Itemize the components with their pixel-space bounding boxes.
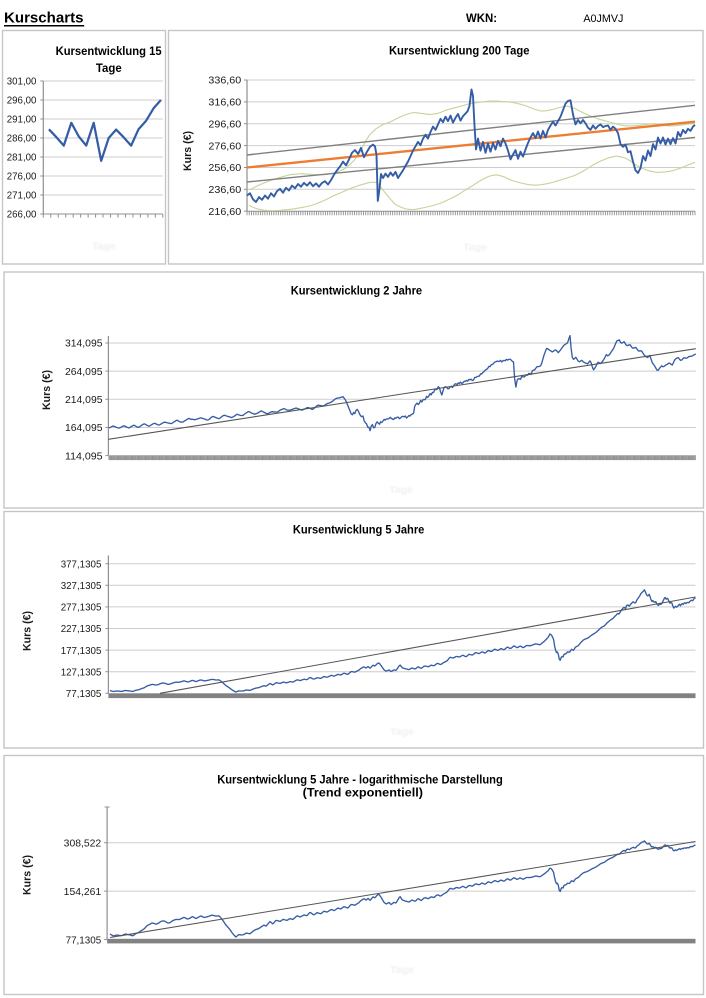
svg-text:271,00: 271,00 xyxy=(7,191,37,202)
svg-text:Tage: Tage xyxy=(390,964,414,976)
svg-text:Kurs (€): Kurs (€) xyxy=(22,855,34,895)
svg-text:Kurs (€): Kurs (€) xyxy=(41,370,53,410)
svg-text:316,60: 316,60 xyxy=(208,98,241,109)
svg-text:227,1305: 227,1305 xyxy=(61,624,102,635)
svg-text:A0JMVJ: A0JMVJ xyxy=(583,13,623,25)
svg-text:377,1305: 377,1305 xyxy=(61,559,102,570)
svg-text:77,1305: 77,1305 xyxy=(66,935,102,946)
svg-text:276,00: 276,00 xyxy=(7,172,37,183)
svg-text:256,60: 256,60 xyxy=(208,163,241,174)
svg-text:Kurs (€): Kurs (€) xyxy=(182,131,194,171)
svg-text:Tage: Tage xyxy=(92,240,116,252)
svg-text:WKN:: WKN: xyxy=(466,12,497,25)
svg-text:291,00: 291,00 xyxy=(7,115,37,126)
svg-text:Kursentwicklung 15: Kursentwicklung 15 xyxy=(56,44,162,58)
svg-text:276,60: 276,60 xyxy=(208,141,241,152)
svg-text:281,00: 281,00 xyxy=(7,153,37,164)
svg-text:277,1305: 277,1305 xyxy=(61,603,102,614)
svg-text:296,60: 296,60 xyxy=(208,119,241,130)
svg-text:154,261: 154,261 xyxy=(64,887,102,898)
svg-text:Tage: Tage xyxy=(389,484,413,496)
svg-text:296,00: 296,00 xyxy=(7,96,37,107)
svg-text:314,095: 314,095 xyxy=(65,339,103,350)
svg-text:236,60: 236,60 xyxy=(208,185,241,196)
svg-text:77,1305: 77,1305 xyxy=(66,689,102,700)
svg-text:Tage: Tage xyxy=(463,242,487,254)
svg-text:Kurscharts: Kurscharts xyxy=(4,11,84,27)
svg-text:336,60: 336,60 xyxy=(208,76,241,87)
svg-text:Tage: Tage xyxy=(390,726,414,738)
svg-text:286,00: 286,00 xyxy=(7,134,37,145)
svg-text:301,00: 301,00 xyxy=(7,77,37,88)
svg-text:164,095: 164,095 xyxy=(65,423,103,434)
svg-text:127,1305: 127,1305 xyxy=(61,667,102,678)
svg-text:264,095: 264,095 xyxy=(65,367,103,378)
svg-text:Kursentwicklung 5 Jahre: Kursentwicklung 5 Jahre xyxy=(293,523,425,537)
svg-text:216,60: 216,60 xyxy=(208,207,241,218)
svg-text:Tage: Tage xyxy=(96,61,122,75)
svg-text:114,095: 114,095 xyxy=(65,451,103,462)
svg-text:Kursentwicklung 2 Jahre: Kursentwicklung 2 Jahre xyxy=(291,284,422,298)
svg-text:Kurs (€): Kurs (€) xyxy=(22,611,34,651)
svg-text:Kursentwicklung 5 Jahre - loga: Kursentwicklung 5 Jahre - logarithmische… xyxy=(217,773,503,786)
svg-text:327,1305: 327,1305 xyxy=(61,581,102,592)
svg-text:(Trend exponentiell): (Trend exponentiell) xyxy=(303,786,424,799)
svg-text:214,095: 214,095 xyxy=(65,395,103,406)
svg-text:177,1305: 177,1305 xyxy=(61,646,102,657)
svg-text:308,522: 308,522 xyxy=(64,838,102,849)
svg-text:266,00: 266,00 xyxy=(7,210,37,221)
svg-text:Kursentwicklung 200 Tage: Kursentwicklung 200 Tage xyxy=(389,44,530,58)
